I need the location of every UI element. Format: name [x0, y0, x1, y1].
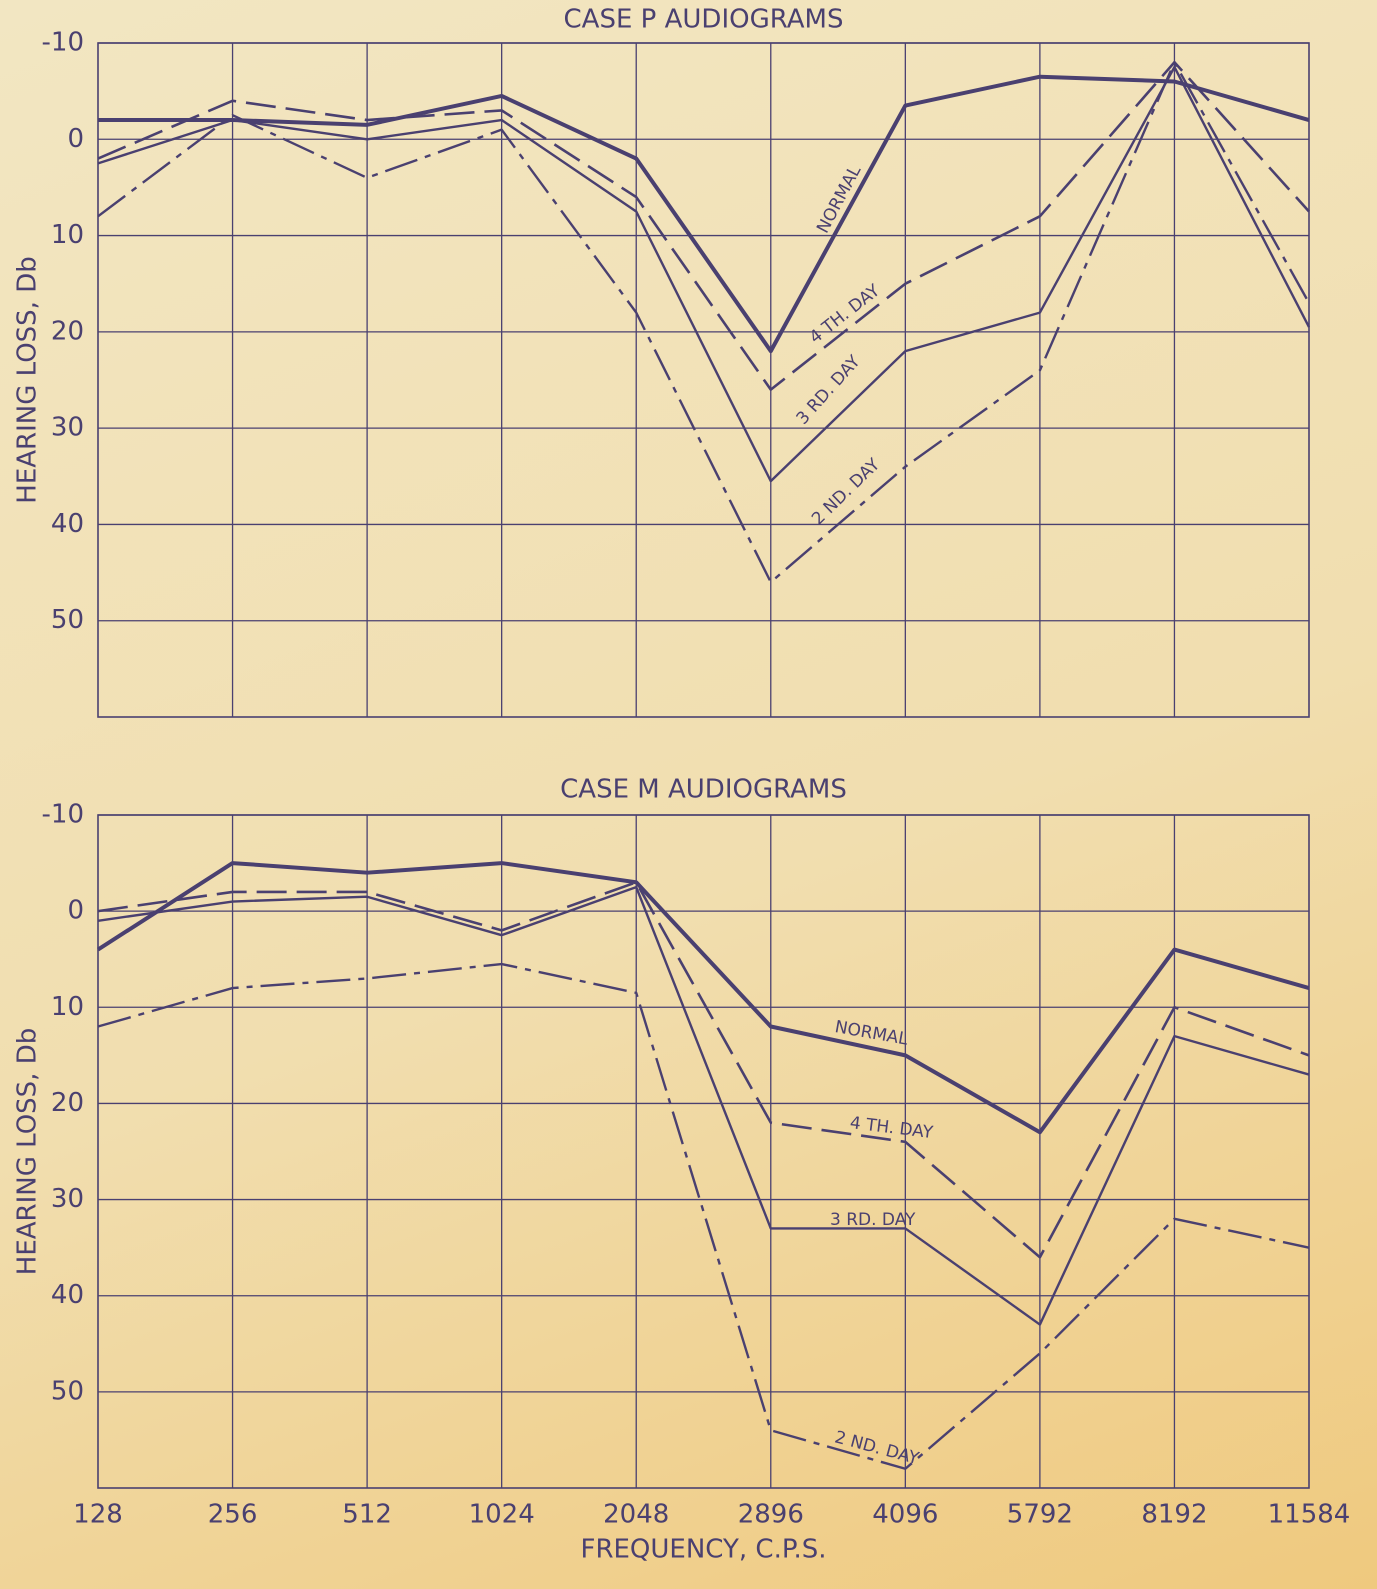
x-tick-label: 4096 [872, 1500, 938, 1530]
series-line [96, 861, 1310, 1135]
y-tick-label: 40 [51, 509, 84, 539]
series-line [97, 65, 1311, 483]
y-tick-label: 10 [51, 992, 84, 1022]
plot-frame [97, 814, 1310, 1489]
series-label: 4 TH. DAY [849, 1113, 935, 1143]
plot-frame [97, 42, 1310, 718]
x-tick-label: 1024 [469, 1500, 535, 1530]
y-tick-label: -10 [42, 28, 84, 58]
y-tick-label: 50 [51, 1376, 84, 1406]
chart-title: CASE M AUDIOGRAMS [560, 775, 847, 805]
y-tick-label: 50 [51, 605, 84, 635]
series-line [97, 962, 1310, 1470]
series-label: NORMAL [833, 1017, 910, 1050]
y-tick-label: 20 [51, 316, 84, 346]
series-line [98, 74, 1310, 354]
y-tick-label: 40 [51, 1280, 84, 1310]
series-line [97, 881, 1310, 1259]
x-tick-label: 11584 [1268, 1500, 1351, 1530]
x-tick-label: 512 [342, 1500, 392, 1530]
x-tick-label: 5792 [1007, 1500, 1073, 1530]
series-line [97, 61, 1311, 584]
x-tick-label: 128 [73, 1500, 123, 1530]
y-tick-label: 0 [67, 896, 84, 926]
y-tick-label: 10 [51, 220, 84, 250]
series-line [97, 885, 1310, 1326]
series-line [97, 60, 1310, 391]
y-axis-label: HEARING LOSS, Db [13, 256, 43, 503]
x-tick-label: 2896 [738, 1500, 804, 1530]
x-tick-label: 256 [208, 1500, 258, 1530]
y-tick-label: 20 [51, 1088, 84, 1118]
x-tick-label: 8192 [1141, 1500, 1207, 1530]
y-tick-label: 30 [51, 1184, 84, 1214]
y-tick-label: 30 [51, 413, 84, 443]
y-tick-label: -10 [42, 800, 84, 830]
series-label: 4 TH. DAY [806, 280, 885, 347]
y-axis-label: HEARING LOSS, Db [13, 1028, 43, 1275]
chart-title: CASE P AUDIOGRAMS [564, 5, 844, 35]
series-label: 2 ND. DAY [832, 1427, 921, 1469]
x-axis-label: FREQUENCY, C.P.S. [580, 1535, 826, 1565]
x-tick-label: 2048 [603, 1500, 669, 1530]
y-tick-label: 0 [67, 124, 84, 154]
series-label: 3 RD. DAY [830, 1210, 916, 1230]
